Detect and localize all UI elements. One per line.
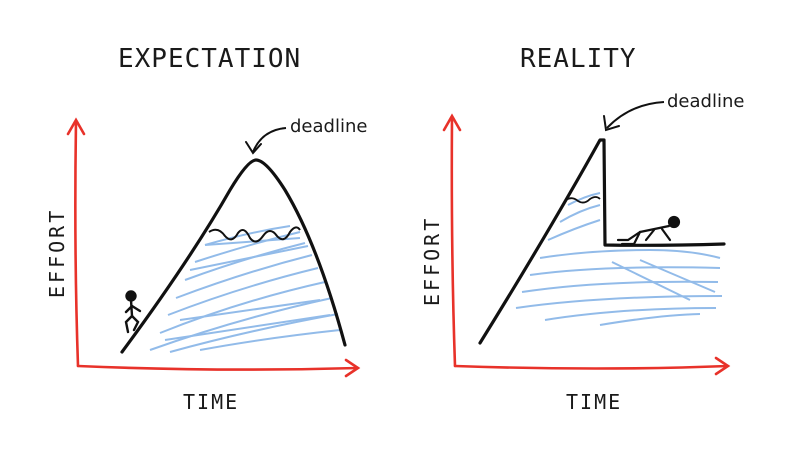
- left-hatch: [149, 225, 341, 353]
- right-x-axis-label: TIME: [566, 390, 623, 414]
- climbing-figure: [124, 290, 142, 334]
- right-deadline-annotation: deadline: [667, 91, 745, 112]
- reality-title: REALITY: [520, 44, 637, 74]
- right-snow-line: [565, 196, 601, 204]
- right-deadline-arrowhead: [603, 115, 620, 132]
- left-deadline-arrowhead: [245, 141, 262, 155]
- left-axes: [66, 117, 361, 378]
- crawling-figure: [616, 215, 681, 246]
- reality-cliff: [478, 138, 726, 345]
- expectation-mountain: [120, 158, 347, 354]
- right-axes: [442, 113, 731, 376]
- expectation-title: EXPECTATION: [118, 44, 302, 74]
- left-deadline-arrow: [252, 127, 287, 153]
- right-hatch: [515, 192, 723, 326]
- left-x-axis-label: TIME: [183, 390, 240, 414]
- snow-line: [208, 226, 301, 243]
- right-deadline-arrow: [606, 101, 665, 129]
- left-deadline-annotation: deadline: [290, 116, 368, 137]
